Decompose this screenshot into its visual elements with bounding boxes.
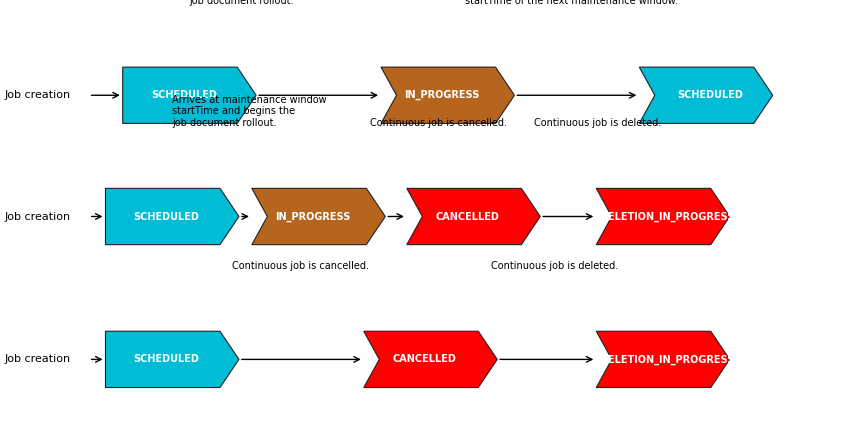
Text: Continuous job is cancelled.: Continuous job is cancelled.: [232, 261, 369, 271]
Polygon shape: [123, 67, 257, 123]
Text: SCHEDULED: SCHEDULED: [678, 90, 744, 100]
Text: SCHEDULED: SCHEDULED: [151, 90, 217, 100]
Text: DELETION_IN_PROGRESS: DELETION_IN_PROGRESS: [600, 354, 734, 365]
Text: Job creation: Job creation: [4, 354, 71, 365]
Polygon shape: [106, 188, 239, 245]
Text: IN_PROGRESS: IN_PROGRESS: [405, 90, 480, 100]
Polygon shape: [596, 331, 730, 388]
Text: Arrives at maintenance window
startTime and begins the
job document rollout.: Arrives at maintenance window startTime …: [172, 94, 327, 128]
Polygon shape: [363, 331, 498, 388]
Text: SCHEDULED: SCHEDULED: [133, 211, 200, 222]
Text: DELETION_IN_PROGRESS: DELETION_IN_PROGRESS: [600, 211, 734, 222]
Text: Job creation: Job creation: [4, 211, 71, 222]
Polygon shape: [381, 67, 515, 123]
Polygon shape: [251, 188, 386, 245]
Text: Arrives at the maintenance window
startTime and begins the
job document rollout.: Arrives at the maintenance window startT…: [189, 0, 363, 6]
Text: CANCELLED: CANCELLED: [393, 354, 456, 365]
Text: Continuous job is deleted.: Continuous job is deleted.: [491, 261, 618, 271]
Text: Job creation: Job creation: [4, 90, 71, 100]
Text: Continuous job is deleted.: Continuous job is deleted.: [534, 118, 661, 128]
Text: Arrives at the end of the current maintenance window
duration and stops the job : Arrives at the end of the current mainte…: [465, 0, 730, 6]
Text: CANCELLED: CANCELLED: [436, 211, 499, 222]
Text: Continuous job is cancelled.: Continuous job is cancelled.: [370, 118, 507, 128]
Polygon shape: [407, 188, 541, 245]
Polygon shape: [639, 67, 773, 123]
Text: IN_PROGRESS: IN_PROGRESS: [276, 211, 350, 222]
Polygon shape: [106, 331, 239, 388]
Text: SCHEDULED: SCHEDULED: [133, 354, 200, 365]
Polygon shape: [596, 188, 730, 245]
